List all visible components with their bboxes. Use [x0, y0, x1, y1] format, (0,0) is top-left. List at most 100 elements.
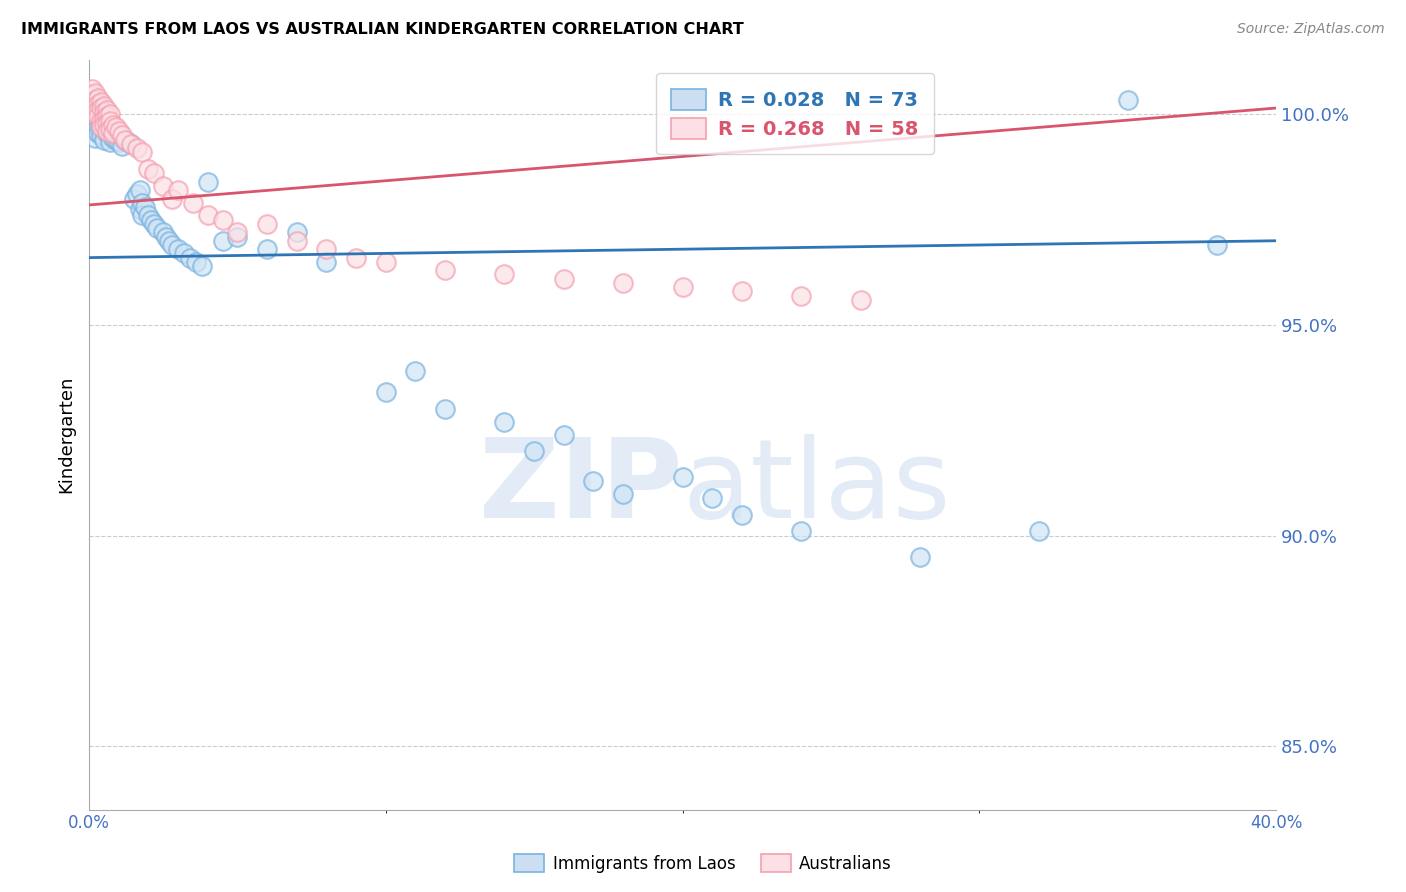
- Point: [87, 126, 110, 140]
- Y-axis label: Kindergarten: Kindergarten: [58, 376, 75, 493]
- Point: [908, 549, 931, 564]
- Point: [125, 187, 148, 202]
- Point: [1028, 524, 1050, 539]
- Point: [87, 110, 110, 124]
- Point: [93, 133, 115, 147]
- Point: [120, 136, 142, 151]
- Point: [167, 183, 190, 197]
- Point: [107, 135, 129, 149]
- Point: [98, 135, 121, 149]
- Point: [671, 469, 693, 483]
- Point: [93, 118, 115, 132]
- Point: [1116, 93, 1139, 107]
- Point: [374, 255, 396, 269]
- Point: [582, 474, 605, 488]
- Point: [90, 122, 112, 136]
- Point: [120, 136, 142, 151]
- Point: [285, 225, 308, 239]
- Point: [80, 88, 103, 103]
- Point: [93, 112, 115, 126]
- Point: [101, 124, 124, 138]
- Point: [553, 427, 575, 442]
- Point: [790, 524, 813, 539]
- Point: [111, 139, 134, 153]
- Point: [612, 276, 634, 290]
- Point: [211, 212, 233, 227]
- Point: [96, 124, 118, 138]
- Point: [98, 107, 121, 121]
- Point: [128, 183, 150, 197]
- Point: [93, 118, 115, 132]
- Point: [612, 486, 634, 500]
- Point: [226, 229, 249, 244]
- Point: [315, 255, 337, 269]
- Point: [96, 103, 118, 117]
- Point: [731, 285, 754, 299]
- Point: [117, 135, 139, 149]
- Point: [256, 242, 278, 256]
- Point: [143, 166, 166, 180]
- Point: [494, 268, 516, 282]
- Point: [181, 195, 204, 210]
- Point: [141, 212, 163, 227]
- Point: [184, 255, 207, 269]
- Point: [131, 195, 153, 210]
- Point: [404, 364, 426, 378]
- Point: [84, 93, 107, 107]
- Point: [125, 141, 148, 155]
- Point: [434, 263, 457, 277]
- Point: [191, 259, 214, 273]
- Point: [96, 126, 118, 140]
- Point: [84, 99, 107, 113]
- Point: [167, 242, 190, 256]
- Point: [84, 130, 107, 145]
- Point: [87, 103, 110, 117]
- Point: [98, 128, 121, 143]
- Point: [107, 128, 129, 143]
- Point: [90, 113, 112, 128]
- Point: [434, 402, 457, 417]
- Point: [87, 90, 110, 104]
- Point: [101, 118, 124, 132]
- Point: [138, 162, 160, 177]
- Point: [93, 105, 115, 120]
- Point: [160, 238, 183, 252]
- Point: [90, 128, 112, 143]
- Point: [114, 133, 136, 147]
- Point: [90, 120, 112, 134]
- Point: [155, 229, 177, 244]
- Point: [790, 288, 813, 302]
- Point: [128, 202, 150, 216]
- Point: [315, 242, 337, 256]
- Point: [494, 415, 516, 429]
- Point: [87, 113, 110, 128]
- Point: [90, 116, 112, 130]
- Point: [101, 126, 124, 140]
- Point: [1205, 238, 1227, 252]
- Point: [114, 133, 136, 147]
- Point: [80, 82, 103, 96]
- Point: [98, 122, 121, 136]
- Point: [90, 101, 112, 115]
- Point: [138, 209, 160, 223]
- Point: [87, 120, 110, 134]
- Point: [146, 221, 169, 235]
- Point: [101, 130, 124, 145]
- Point: [96, 116, 118, 130]
- Point: [80, 118, 103, 132]
- Point: [157, 234, 180, 248]
- Point: [344, 251, 367, 265]
- Point: [96, 120, 118, 134]
- Point: [731, 508, 754, 522]
- Point: [93, 124, 115, 138]
- Point: [122, 192, 145, 206]
- Point: [107, 124, 129, 138]
- Text: ZIP: ZIP: [479, 434, 682, 541]
- Point: [671, 280, 693, 294]
- Point: [80, 101, 103, 115]
- Point: [849, 293, 872, 307]
- Point: [87, 96, 110, 111]
- Point: [211, 234, 233, 248]
- Point: [226, 225, 249, 239]
- Point: [374, 385, 396, 400]
